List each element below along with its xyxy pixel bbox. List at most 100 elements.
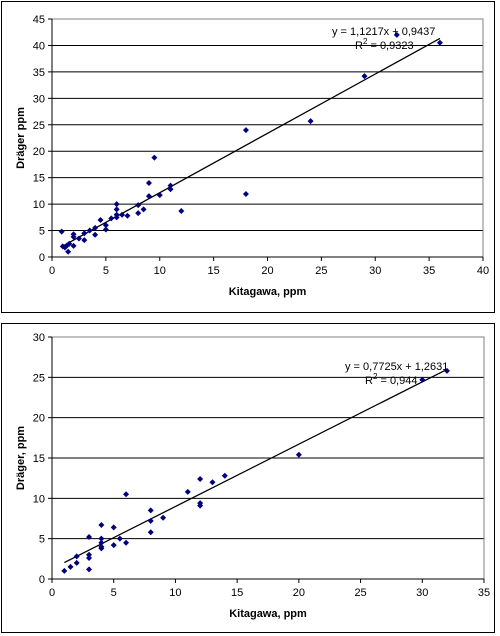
data-point (113, 214, 120, 221)
data-point (86, 555, 93, 562)
data-point (147, 529, 154, 536)
x-tick-label: 5 (111, 587, 117, 599)
x-tick-label: 25 (354, 587, 366, 599)
x-tick-label: 10 (169, 587, 181, 599)
x-axis-title: Kitagawa, ppm (229, 286, 307, 298)
r-squared-value: = 0,9323 (367, 40, 413, 52)
x-tick-label: 20 (261, 265, 273, 277)
x-tick-label: 0 (49, 265, 55, 277)
data-point (197, 502, 204, 509)
data-point (184, 488, 191, 495)
y-axis-title: Dräger, ppm (15, 426, 27, 490)
data-point (145, 179, 152, 186)
data-point (295, 451, 302, 458)
y-tick-label: 0 (39, 252, 45, 264)
data-point (75, 235, 82, 242)
trendline-equation: y = 1,1217x + 0,9437 (332, 26, 435, 38)
y-tick-label: 15 (33, 173, 45, 185)
x-tick-label: 30 (416, 587, 428, 599)
data-point (102, 226, 109, 233)
data-point (110, 542, 117, 549)
data-point (70, 231, 77, 238)
r-squared-value: = 0,944 (377, 375, 417, 387)
data-point (221, 472, 228, 479)
data-point (242, 191, 249, 198)
y-tick-label: 0 (39, 574, 45, 586)
r-squared-prefix: R (365, 375, 373, 387)
data-point (419, 376, 426, 383)
y-tick-label: 40 (33, 40, 45, 52)
data-point (113, 206, 120, 213)
data-point (124, 212, 131, 219)
scatter-chart-bottom: 0 5 10 15 20 25 30 0 5 10 15 20 25 30 35 Kitagawa, ppm D… (15, 332, 490, 620)
data-point (92, 224, 99, 231)
data-point (97, 216, 104, 223)
y-tick-label: 25 (33, 372, 45, 384)
data-point (209, 479, 216, 486)
data-point (67, 563, 74, 570)
plot-area-border (51, 18, 484, 258)
data-point (147, 507, 154, 514)
x-tick-label: 15 (231, 587, 243, 599)
data-point (65, 248, 72, 255)
data-point (81, 230, 88, 237)
data-point (98, 521, 105, 528)
data-point (116, 535, 123, 542)
trendline-equation: y = 0,7725x + 1,2631 (345, 361, 448, 373)
x-axis-title: Kitagawa, ppm (229, 608, 307, 620)
y-axis-title: Dräger ppm (15, 107, 27, 169)
data-point (58, 228, 65, 235)
x-tick-label: 20 (293, 587, 305, 599)
data-point (167, 182, 174, 189)
data-point (145, 193, 152, 200)
data-point (151, 154, 158, 161)
x-tick-label: 40 (477, 265, 489, 277)
data-point (92, 231, 99, 238)
y-tick-label: 30 (33, 332, 45, 344)
data-point (307, 118, 314, 125)
data-point (61, 567, 68, 574)
data-point (123, 491, 130, 498)
data-point (98, 539, 105, 546)
data-point (86, 227, 93, 234)
chart-panel-bottom: 0 5 10 15 20 25 30 0 5 10 15 20 25 30 35 Kitagawa, ppm D… (1, 323, 495, 633)
data-point (167, 186, 174, 193)
data-point (178, 207, 185, 214)
data-point (73, 553, 80, 560)
x-tick-label: 35 (423, 265, 435, 277)
r-squared-label: R2 = 0,9323 (355, 37, 414, 52)
data-point (135, 202, 142, 209)
trendline (62, 37, 441, 247)
y-tick-label: 20 (33, 413, 45, 425)
y-tick-label: 15 (33, 453, 45, 465)
data-point (119, 211, 126, 218)
data-point (102, 222, 109, 229)
data-point (242, 127, 249, 134)
data-point (108, 215, 115, 222)
data-point (86, 551, 93, 558)
data-point (70, 242, 77, 249)
y-tick-label: 5 (39, 534, 45, 546)
x-tick-label: 10 (154, 265, 166, 277)
data-point (86, 534, 93, 541)
data-point (135, 210, 142, 217)
data-point (66, 240, 73, 247)
data-point (98, 535, 105, 542)
x-tick-label: 35 (478, 587, 490, 599)
data-point (86, 566, 93, 573)
y-tick-label: 10 (33, 199, 45, 211)
scatter-chart-top: 0 5 10 15 20 25 30 35 40 45 0 5 10 15 20 25 30 35 40 Kitaga… (15, 14, 489, 298)
y-tick-label: 25 (33, 120, 45, 132)
r-squared-superscript: 2 (373, 372, 378, 381)
data-point (110, 524, 117, 531)
data-point (140, 206, 147, 213)
data-point (73, 559, 80, 566)
data-point (156, 192, 163, 199)
data-point (81, 237, 88, 244)
chart-panel-top: 0 5 10 15 20 25 30 35 40 45 0 5 10 15 20 25 30 35 40 Kitaga… (1, 1, 495, 313)
trendline (64, 368, 448, 564)
x-tick-label: 0 (49, 587, 55, 599)
r-squared-prefix: R (355, 40, 363, 52)
y-tick-label: 5 (39, 226, 45, 238)
x-tick-label: 5 (103, 265, 109, 277)
